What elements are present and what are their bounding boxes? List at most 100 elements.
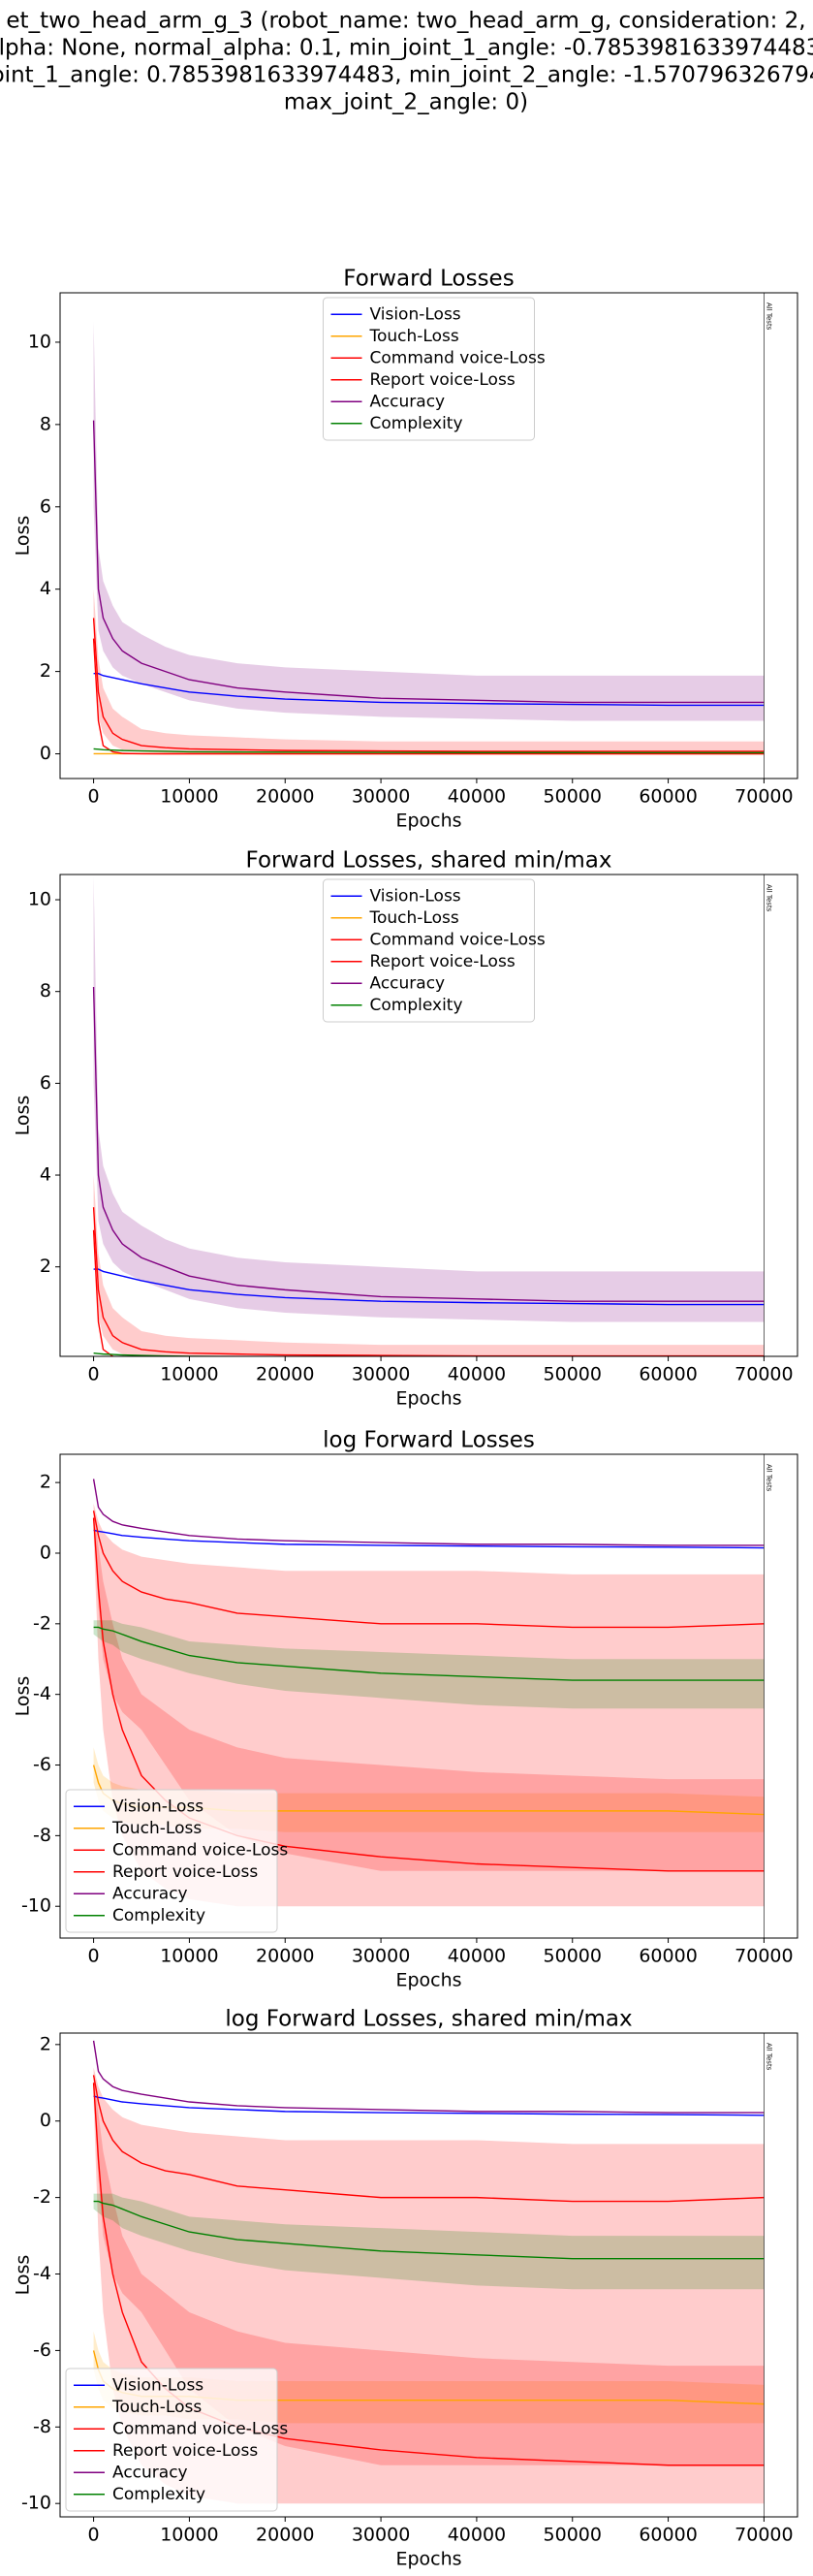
band <box>93 876 765 1322</box>
y-tick-label: -8 <box>33 2416 51 2437</box>
chart: Forward Losses, shared min/max Epochs Loss… <box>13 848 798 1410</box>
series-line <box>92 986 765 1302</box>
y-tick-label: 8 <box>40 413 51 434</box>
legend-label: Command voice-Loss <box>370 930 546 949</box>
series-line <box>92 2075 765 2203</box>
y-tick-label: 2 <box>40 1256 51 1277</box>
x-tick-label: 50000 <box>544 786 602 808</box>
y-tick-label: -2 <box>33 2186 51 2208</box>
chart-title: Forward Losses <box>343 267 514 292</box>
legend-box <box>323 878 535 1023</box>
y-tick-label: -2 <box>33 1612 51 1634</box>
chart: log Forward Losses Epochs Loss 0 10000 20000 3… <box>13 1428 798 1991</box>
x-tick-label: 40000 <box>448 1364 506 1385</box>
series-line <box>93 673 765 707</box>
test-label: All Tests <box>765 302 772 331</box>
y-tick-label: -6 <box>33 1754 51 1775</box>
y-tick-label: 6 <box>40 495 51 517</box>
y-tick-label: -4 <box>33 2263 51 2284</box>
y-tick-label: -6 <box>33 2339 51 2361</box>
legend-label: Complexity <box>112 1906 205 1925</box>
y-tick-label: -10 <box>21 1895 51 1917</box>
legend-label: Complexity <box>370 414 463 433</box>
chart-title: Forward Losses, shared min/max <box>246 848 612 874</box>
test-label: All Tests <box>765 2043 772 2071</box>
series-line <box>93 1268 765 1306</box>
y-tick-label: 10 <box>28 331 51 352</box>
axes-frame <box>59 1453 798 1939</box>
legend-label: Report voice-Loss <box>112 1862 258 1882</box>
x-tick-label: 60000 <box>639 786 697 808</box>
legend-label: Command voice-Loss <box>112 1840 288 1860</box>
y-tick-label: 10 <box>28 889 51 910</box>
legend-label: Report voice-Loss <box>112 2441 258 2461</box>
x-tick-label: 50000 <box>544 2525 602 2546</box>
x-tick-label: 0 <box>88 1364 100 1385</box>
x-tick-label: 70000 <box>735 786 793 808</box>
series-line <box>93 1626 765 1681</box>
y-tick-label: 0 <box>40 1542 51 1563</box>
legend-label: Vision-Loss <box>370 886 461 906</box>
legend-label: Vision-Loss <box>370 304 461 324</box>
x-tick-label: 50000 <box>544 1946 602 1967</box>
series-line <box>93 2095 765 2116</box>
series-line <box>92 2040 765 2114</box>
test-label: All Tests <box>765 1464 772 1492</box>
legend-label: Touch-Loss <box>369 327 459 346</box>
band <box>93 1620 765 1709</box>
chart-title: log Forward Losses <box>323 1428 535 1453</box>
series-line <box>93 1529 765 1549</box>
series-line <box>92 1479 765 1546</box>
plot-area <box>92 876 765 1356</box>
band <box>93 2067 765 2465</box>
x-tick-label: 30000 <box>352 2525 410 2546</box>
band <box>93 1175 765 1356</box>
band <box>93 321 765 721</box>
x-tick-label: 40000 <box>448 1946 506 1967</box>
x-axis-label: Epochs <box>395 1388 461 1410</box>
x-tick-label: 0 <box>88 1946 100 1967</box>
legend-label: Report voice-Loss <box>370 370 516 390</box>
band <box>93 2193 765 2290</box>
legend-label: Touch-Loss <box>111 2398 202 2417</box>
legend-label: Accuracy <box>370 973 446 993</box>
legend-box <box>65 1789 278 1933</box>
x-tick-label: 10000 <box>160 1946 218 1967</box>
series-line <box>93 1352 377 1356</box>
y-tick-label: 2 <box>40 660 51 682</box>
chart: Forward Losses Epochs Loss 0 10000 20000 30000… <box>13 267 798 832</box>
legend-label: Complexity <box>112 2485 205 2504</box>
x-tick-label: 20000 <box>256 786 314 808</box>
y-tick-label: -8 <box>33 1825 51 1846</box>
x-tick-label: 10000 <box>160 786 218 808</box>
x-tick-label: 70000 <box>735 2525 793 2546</box>
x-tick-label: 20000 <box>256 1946 314 1967</box>
y-axis-label: Loss <box>13 1096 34 1136</box>
legend-label: Accuracy <box>370 392 446 411</box>
axes-frame <box>59 874 798 1357</box>
x-tick-label: 70000 <box>735 1364 793 1385</box>
page-title-line: max_joint_2_angle: 0) <box>284 90 528 115</box>
x-tick-label: 30000 <box>352 1946 410 1967</box>
legend-box <box>323 297 535 441</box>
x-tick-label: 0 <box>88 786 100 808</box>
x-axis-label: Epochs <box>395 811 461 832</box>
legend-label: Touch-Loss <box>369 908 459 928</box>
x-tick-label: 70000 <box>735 1946 793 1967</box>
axes-frame <box>59 2032 798 2518</box>
y-tick-label: 8 <box>40 980 51 1002</box>
x-tick-label: 40000 <box>448 786 506 808</box>
page-title-line: et_two_head_arm_g_3 (robot_name: two_hea… <box>6 9 805 34</box>
legend-label: Report voice-Loss <box>370 952 516 971</box>
axes-frame <box>59 292 798 779</box>
y-axis-label: Loss <box>13 516 34 557</box>
x-tick-label: 10000 <box>160 2525 218 2546</box>
plot-area <box>92 321 765 755</box>
series-line <box>93 747 765 754</box>
page-title-line: alpha: None, normal_alpha: 0.1, min_join… <box>0 36 813 61</box>
band <box>93 1503 765 1871</box>
legend-label: Command voice-Loss <box>370 348 546 367</box>
legend-label: Complexity <box>370 996 463 1015</box>
x-tick-label: 50000 <box>544 1364 602 1385</box>
